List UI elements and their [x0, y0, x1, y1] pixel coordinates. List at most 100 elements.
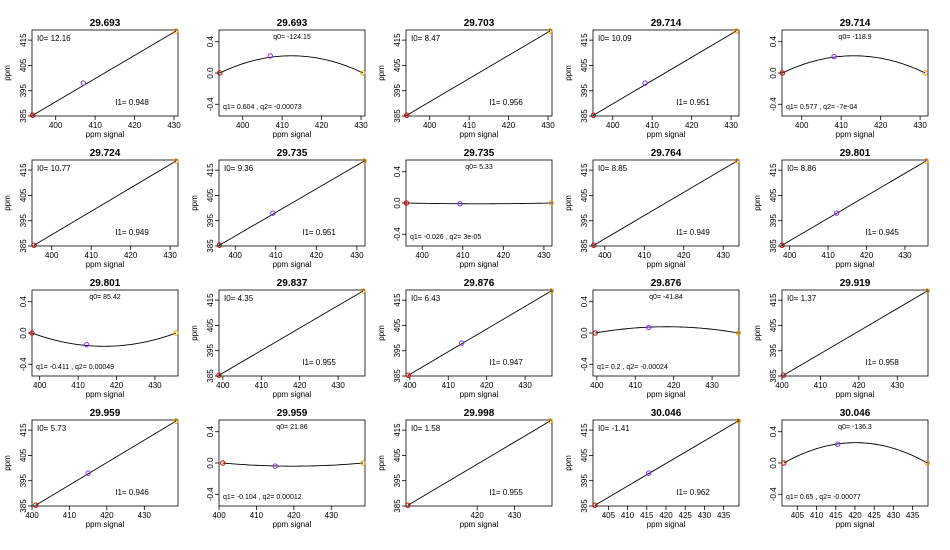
y-tick-label: 0.0: [19, 327, 28, 339]
x-tick-label: 420: [659, 511, 673, 520]
data-point: [547, 418, 553, 424]
plot-frame: [218, 159, 366, 247]
y-tick-label: 395: [580, 83, 589, 97]
data-point: [267, 53, 273, 59]
annotation-q0: q0= 5.33: [465, 164, 493, 171]
annotation-q0: q0= -124.15: [273, 34, 311, 41]
data-point: [781, 460, 787, 466]
chart-title: 29.876: [651, 278, 682, 289]
y-tick-label: 395: [19, 83, 28, 97]
x-tick-label: 410: [456, 251, 470, 260]
y-tick-label: 395: [393, 473, 402, 487]
annotation-i1: I1= 0.949: [676, 228, 710, 237]
y-tick-label: 415: [19, 33, 28, 47]
plot-frame: [31, 419, 179, 507]
y-tick-label: -0.4: [206, 97, 215, 111]
x-tick-label: 425: [679, 511, 693, 520]
annotation-i1: I1= 0.947: [489, 358, 523, 367]
data-point: [780, 372, 787, 378]
x-tick-label: 430: [717, 251, 731, 260]
y-tick-label: 395: [769, 343, 778, 357]
y-tick-label: -0.4: [393, 227, 402, 241]
data-point: [403, 200, 410, 206]
x-tick-label: 430: [331, 381, 345, 390]
plot-frame: [218, 289, 366, 377]
chart-panel: 29.693 400 410 420 430 385 395 405 415 ppm signal…: [3, 18, 181, 139]
plot-frame: [781, 159, 929, 247]
fit-curve: [782, 55, 926, 74]
annotation-i0: I0= 10.77: [37, 164, 71, 173]
fit-line: [781, 160, 927, 246]
x-tick-label: 410: [621, 511, 635, 520]
y-tick-label: 405: [19, 448, 28, 462]
x-tick-label: 410: [85, 251, 99, 260]
data-point: [360, 460, 366, 466]
chart-title: 29.764: [651, 148, 682, 159]
y-axis-label: ppm: [564, 65, 573, 81]
y-tick-label: 0.0: [769, 457, 778, 469]
fit-curve: [595, 326, 739, 334]
annotation-q1-q2: q1= -0.104 , q2= 0.00012: [223, 494, 302, 501]
y-tick-label: 415: [206, 293, 215, 307]
annotation-i1: I1= 0.951: [676, 98, 710, 107]
data-point: [360, 70, 366, 76]
y-tick-label: 0.0: [393, 197, 402, 209]
y-tick-label: 385: [580, 109, 589, 123]
chart-title: 29.714: [840, 18, 871, 29]
x-tick-label: 430: [325, 511, 339, 520]
y-tick-label: 385: [769, 369, 778, 383]
x-axis-label: ppm signal: [836, 390, 875, 399]
y-tick-label: 385: [206, 239, 215, 253]
chart-title: 29.724: [90, 148, 121, 159]
x-tick-label: 400: [33, 381, 47, 390]
data-point: [173, 330, 179, 336]
annotation-i0: I0= 1.37: [787, 294, 817, 303]
data-point: [217, 70, 223, 76]
data-point: [361, 158, 367, 164]
fit-curve: [783, 442, 928, 464]
chart-panel: 29.959 400 410 420 430 -0.4 0.0 0.4 ppm signal q0…: [206, 408, 366, 529]
data-point: [547, 28, 553, 34]
x-tick-label: 410: [255, 381, 269, 390]
x-tick-label: 410: [646, 121, 660, 130]
data-point: [405, 502, 411, 508]
data-point: [733, 28, 739, 34]
x-axis-label: ppm signal: [273, 390, 312, 399]
y-tick-label: 385: [19, 109, 28, 123]
x-axis-label: ppm signal: [647, 390, 686, 399]
y-axis-label: ppm: [753, 195, 762, 211]
chart-panel: 29.735 400 410 420 430 -0.4 0.0 0.4 ppm signal q0…: [393, 148, 554, 269]
x-tick-label: 430: [537, 251, 551, 260]
y-axis-label: ppm: [190, 325, 199, 341]
x-tick-label: 410: [810, 511, 824, 520]
y-tick-label: 405: [393, 318, 402, 332]
data-point: [922, 70, 928, 76]
chart-panel: 29.959 400 410 420 430 385 395 405 415 ppm signal…: [3, 408, 179, 529]
data-point: [835, 441, 841, 447]
y-tick-label: -0.4: [769, 97, 778, 111]
fit-curve: [222, 462, 364, 467]
x-axis-label: ppm signal: [86, 130, 125, 139]
data-point: [735, 418, 741, 424]
data-point: [216, 372, 222, 378]
annotation-i0: I0= 12.16: [37, 34, 71, 43]
y-tick-label: 415: [206, 163, 215, 177]
x-tick-label: 400: [423, 121, 437, 130]
annotation-q0: q0= -41.84: [649, 294, 683, 301]
x-axis-label: ppm signal: [86, 390, 125, 399]
annotation-q1-q2: q1= 0.65 , q2= -0.00077: [786, 494, 861, 501]
x-tick-label: 420: [874, 121, 888, 130]
y-tick-label: 415: [393, 293, 402, 307]
y-tick-label: 395: [206, 343, 215, 357]
y-tick-label: 395: [19, 473, 28, 487]
y-axis-label: ppm: [564, 455, 573, 471]
x-axis-label: ppm signal: [273, 520, 312, 529]
data-point: [272, 463, 278, 469]
annotation-q0: q0= 85.42: [89, 294, 120, 301]
y-tick-label: 405: [580, 448, 589, 462]
x-tick-label: 420: [110, 381, 124, 390]
x-tick-label: 405: [602, 511, 616, 520]
chart-panel: 29.876 400 410 420 430 -0.4 0.0 0.4 ppm signal q0…: [580, 278, 741, 399]
fit-line: [593, 160, 738, 246]
annotation-q0: q0= -136.3: [838, 424, 872, 431]
